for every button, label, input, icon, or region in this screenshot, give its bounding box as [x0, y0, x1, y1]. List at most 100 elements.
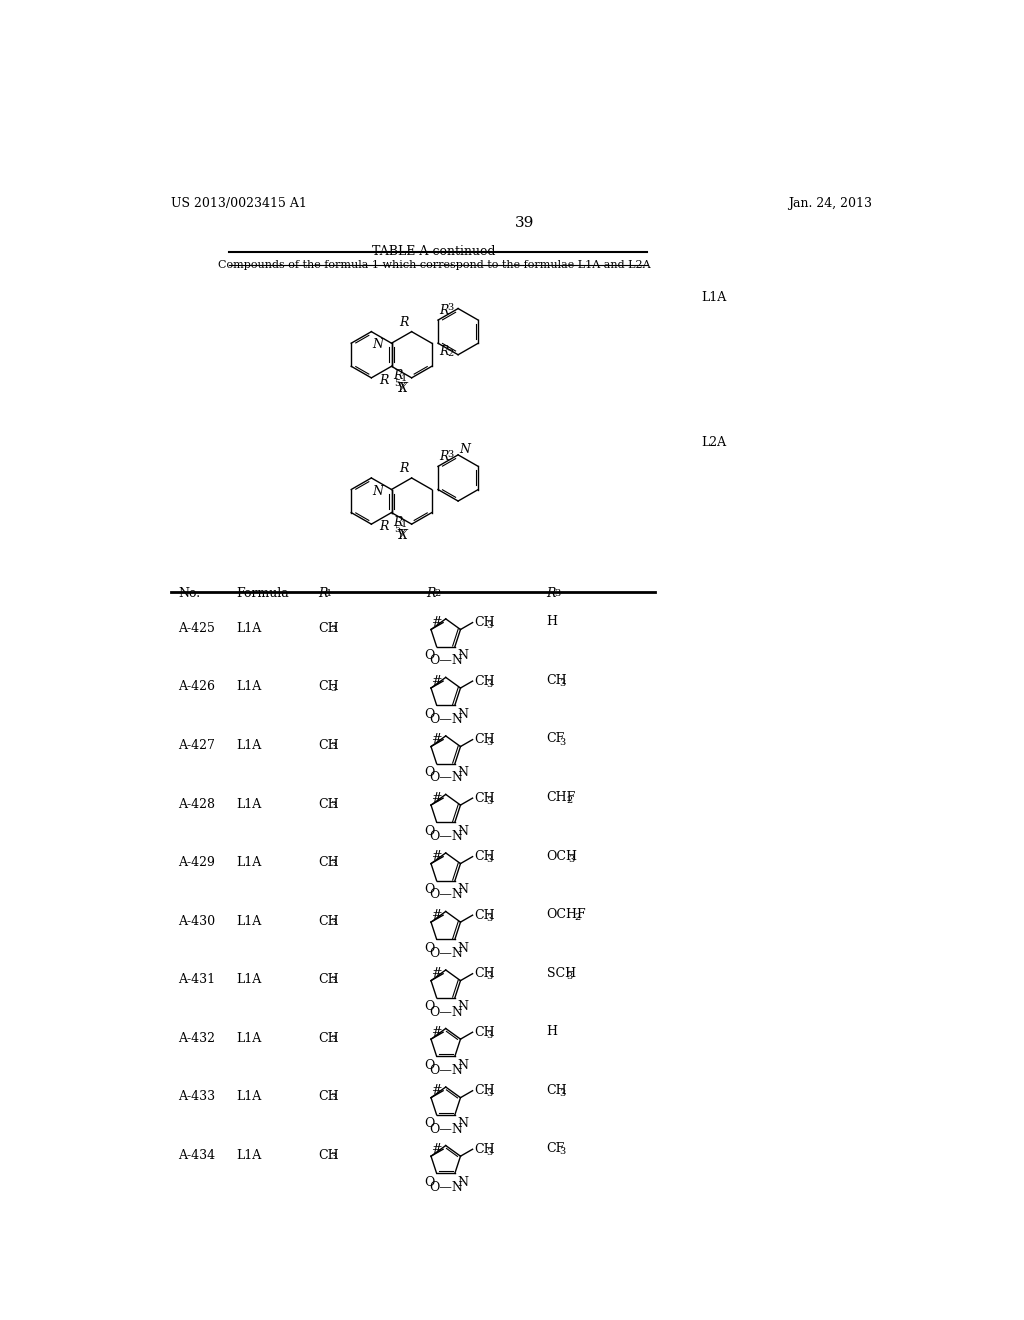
Text: 3: 3 [486, 680, 493, 689]
Text: 3: 3 [447, 450, 454, 459]
Text: L1A: L1A [237, 973, 262, 986]
Text: OCHF: OCHF [547, 908, 586, 921]
Text: CH: CH [317, 1148, 339, 1162]
Text: L1A: L1A [237, 681, 262, 693]
Text: H: H [547, 1026, 557, 1038]
Text: N: N [457, 766, 468, 779]
Text: R: R [379, 374, 388, 387]
Text: R: R [439, 345, 449, 358]
Text: O—N: O—N [429, 1122, 463, 1135]
Text: #: # [431, 1084, 441, 1097]
Text: CH: CH [317, 973, 339, 986]
Text: R: R [317, 586, 328, 599]
Text: O: O [424, 649, 434, 663]
Text: H: H [547, 615, 557, 628]
Text: L1A: L1A [237, 857, 262, 869]
Text: A-433: A-433 [178, 1090, 215, 1104]
Text: O—N: O—N [429, 1181, 463, 1195]
Text: CH: CH [474, 616, 495, 630]
Text: 5: 5 [394, 379, 400, 388]
Text: 3: 3 [486, 1089, 493, 1098]
Text: CF: CF [547, 733, 565, 746]
Text: N: N [457, 1117, 468, 1130]
Text: A-425: A-425 [178, 622, 215, 635]
Text: CH: CH [474, 792, 495, 805]
Text: 1: 1 [326, 589, 332, 598]
Text: O: O [424, 708, 434, 721]
Text: L1A: L1A [237, 739, 262, 752]
Text: A-428: A-428 [178, 797, 215, 810]
Text: 2: 2 [574, 913, 581, 923]
Text: O—N: O—N [429, 946, 463, 960]
Text: O: O [424, 825, 434, 838]
Text: TABLE A-continued: TABLE A-continued [373, 244, 496, 257]
Text: US 2013/0023415 A1: US 2013/0023415 A1 [171, 197, 306, 210]
Text: 3: 3 [486, 1031, 493, 1040]
Text: N: N [457, 1059, 468, 1072]
Text: N: N [457, 825, 468, 838]
Text: CH: CH [474, 1026, 495, 1039]
Text: CH: CH [547, 675, 567, 686]
Text: 3: 3 [486, 973, 493, 981]
Text: CH: CH [317, 739, 339, 752]
Text: A-429: A-429 [178, 857, 215, 869]
Text: R: R [393, 370, 402, 383]
Text: O: O [424, 766, 434, 779]
Text: O: O [424, 1059, 434, 1072]
Text: O: O [424, 883, 434, 896]
Text: #: # [431, 1026, 441, 1039]
Text: CH: CH [317, 1032, 339, 1044]
Text: #: # [431, 792, 441, 805]
Text: O—N: O—N [429, 655, 463, 668]
Text: 3: 3 [486, 1148, 493, 1156]
Text: A-427: A-427 [178, 739, 215, 752]
Text: O—N: O—N [429, 1006, 463, 1019]
Text: CH: CH [317, 681, 339, 693]
Text: A-434: A-434 [178, 1148, 215, 1162]
Text: 3: 3 [486, 797, 493, 805]
Text: R: R [399, 462, 409, 475]
Text: A-430: A-430 [178, 915, 215, 928]
Text: #: # [431, 1143, 441, 1156]
Text: 3: 3 [486, 913, 493, 923]
Text: 3: 3 [331, 1093, 337, 1102]
Text: N: N [457, 1176, 468, 1189]
Text: 2: 2 [434, 589, 440, 598]
Text: CH: CH [474, 1084, 495, 1097]
Text: No.: No. [178, 586, 201, 599]
Text: 3: 3 [486, 622, 493, 630]
Text: 3: 3 [486, 738, 493, 747]
Text: 5: 5 [394, 525, 400, 533]
Text: N: N [373, 338, 384, 351]
Text: N: N [373, 484, 384, 498]
Text: O—N: O—N [429, 713, 463, 726]
Text: R: R [379, 520, 388, 533]
Text: L1A: L1A [237, 915, 262, 928]
Text: 3: 3 [559, 1147, 565, 1156]
Text: 3: 3 [331, 684, 337, 693]
Text: CH: CH [547, 1084, 567, 1097]
Text: X: X [398, 383, 408, 396]
Text: O: O [424, 1001, 434, 1014]
Text: #: # [431, 733, 441, 746]
Text: CH: CH [474, 1143, 495, 1156]
Text: #: # [431, 616, 441, 630]
Text: 3: 3 [331, 626, 337, 634]
Text: 3: 3 [331, 742, 337, 751]
Text: O—N: O—N [429, 888, 463, 902]
Text: L1A: L1A [237, 1148, 262, 1162]
Text: 3: 3 [331, 800, 337, 809]
Text: A-426: A-426 [178, 681, 215, 693]
Text: 3: 3 [559, 738, 565, 747]
Text: 1: 1 [400, 520, 408, 529]
Text: 1: 1 [400, 374, 408, 383]
Text: N: N [457, 1001, 468, 1014]
Text: N: N [460, 444, 471, 457]
Text: CH: CH [474, 733, 495, 746]
Text: 2: 2 [566, 796, 572, 805]
Text: O—N: O—N [429, 1064, 463, 1077]
Text: CH: CH [474, 968, 495, 981]
Text: R: R [426, 586, 436, 599]
Text: 3: 3 [566, 972, 572, 981]
Text: CHF: CHF [547, 791, 575, 804]
